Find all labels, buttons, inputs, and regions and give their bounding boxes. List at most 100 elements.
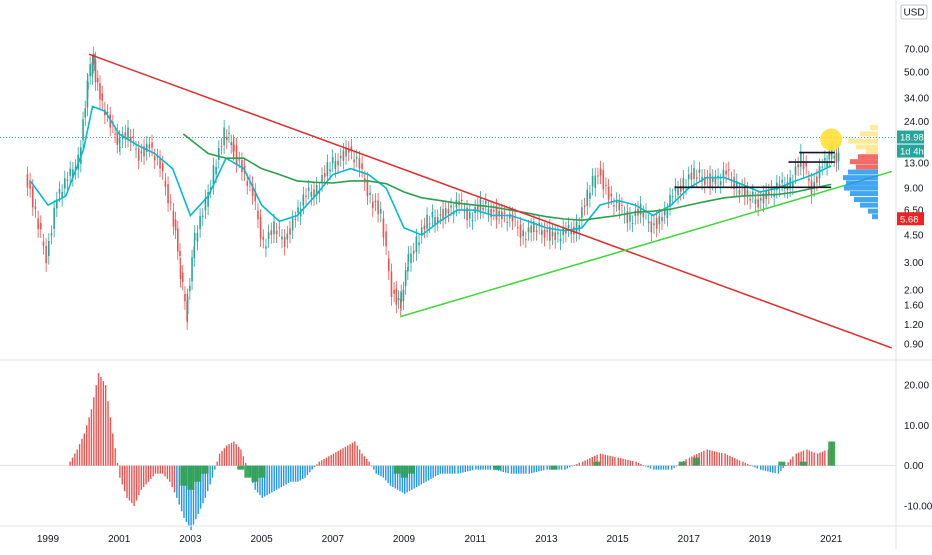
candle-body (69, 168, 71, 176)
candle-body (404, 270, 407, 287)
candle-body (106, 111, 109, 114)
histogram-bar (769, 465, 771, 472)
histogram-bar (330, 454, 332, 466)
candle-body (186, 296, 189, 315)
candle-body (629, 214, 631, 222)
candle-body (281, 236, 283, 240)
candle-body (371, 201, 374, 209)
volume-profile-bar (860, 131, 878, 137)
histogram-bar (442, 465, 444, 474)
histogram-bar (401, 465, 404, 493)
candle-body (805, 162, 807, 167)
histogram-bar (599, 453, 602, 466)
candle-body (669, 195, 671, 207)
time-tick-label: 1999 (37, 534, 60, 545)
histogram-bar (425, 465, 427, 482)
histogram-bar (93, 397, 95, 466)
candle-body (407, 253, 410, 262)
candle-body (26, 174, 29, 188)
histogram-bar (543, 465, 545, 471)
candle-body (118, 137, 121, 144)
histogram-bar (653, 465, 655, 470)
time-axis[interactable]: 1999 2001 2003 2005 2007 2009 2011 2013 2015 2017… (37, 534, 843, 545)
candle-body (331, 156, 334, 164)
histogram-bar (464, 465, 466, 472)
candle-body (447, 208, 450, 214)
candle-body (116, 131, 119, 145)
candle-body (366, 179, 369, 197)
volume-profile-bar (850, 191, 878, 197)
histogram-bar (216, 461, 218, 466)
price-axis[interactable]: 70.00 50.00 34.00 24.00 13.00 9.00 6.50 4.50 3.0… (897, 45, 929, 351)
candle-body (490, 208, 492, 218)
volume-profile-bar (868, 208, 878, 214)
histogram-bar (280, 465, 283, 488)
histogram-bar (658, 465, 660, 470)
oscillator-axis[interactable]: 20.00 10.00 0.00 -10.00 (904, 381, 932, 513)
histogram-bar (370, 465, 373, 467)
candle-body (666, 210, 669, 219)
candle-body (725, 170, 727, 175)
histogram-bar (721, 452, 723, 466)
histogram-bar (635, 461, 637, 466)
histogram-bar (751, 465, 754, 467)
candle-body (495, 206, 498, 220)
resistance-trendline (88, 53, 892, 349)
candle-body (127, 127, 129, 139)
candle-body (567, 225, 570, 229)
candle-body (816, 176, 818, 183)
candle-body (189, 285, 191, 292)
histogram-bar (718, 452, 720, 466)
histogram-bar (363, 456, 366, 466)
histogram-bar (454, 465, 456, 474)
histogram-bar (209, 465, 211, 485)
candle-body (64, 178, 66, 189)
candle-body (254, 190, 257, 202)
histogram-bar (434, 465, 437, 477)
price-tick-label: 24.00 (904, 117, 929, 128)
histogram-bar-green (201, 465, 209, 474)
candle-body (167, 184, 169, 204)
histogram-bar (795, 453, 797, 466)
oscillator-tick-label: 10.00 (904, 421, 929, 432)
candle-body (153, 156, 156, 161)
candle-body (423, 225, 426, 230)
price-label-text: 5.68 (900, 214, 919, 225)
histogram-bar (566, 465, 568, 469)
histogram-bar (264, 465, 266, 497)
candle-body (677, 188, 679, 196)
histogram-bar-green (180, 465, 188, 486)
histogram-bar (711, 450, 713, 466)
candle-body (519, 224, 522, 238)
histogram-bar (685, 459, 687, 466)
candle-body (778, 183, 781, 189)
price-label-box (897, 144, 924, 158)
histogram-bar (457, 465, 459, 474)
histogram-bar-green (194, 465, 202, 482)
histogram-bar (171, 465, 173, 488)
histogram-bar (358, 449, 361, 466)
oscillator-tick-label: 0.00 (904, 461, 924, 472)
candle-body (757, 199, 759, 208)
candle-body (418, 242, 420, 246)
histogram-bar (126, 465, 128, 498)
candle-body (487, 208, 490, 214)
candle-body (835, 153, 838, 163)
candle-body (82, 119, 84, 141)
candle-body (350, 146, 353, 151)
histogram-bar (180, 465, 183, 512)
candle-body (159, 157, 161, 169)
histogram-bar (620, 458, 622, 466)
candle-body (361, 163, 363, 170)
candle-body (792, 182, 794, 187)
candle-body (124, 132, 127, 140)
candle-body (444, 208, 447, 216)
time-tick-label: 2011 (464, 534, 486, 545)
candle-body (262, 236, 265, 240)
histogram-bar (112, 433, 114, 466)
price-tick-label: 2.00 (904, 285, 924, 296)
histogram-bar (582, 461, 584, 466)
currency-badge[interactable] (900, 4, 928, 20)
histogram-bar (515, 465, 517, 474)
